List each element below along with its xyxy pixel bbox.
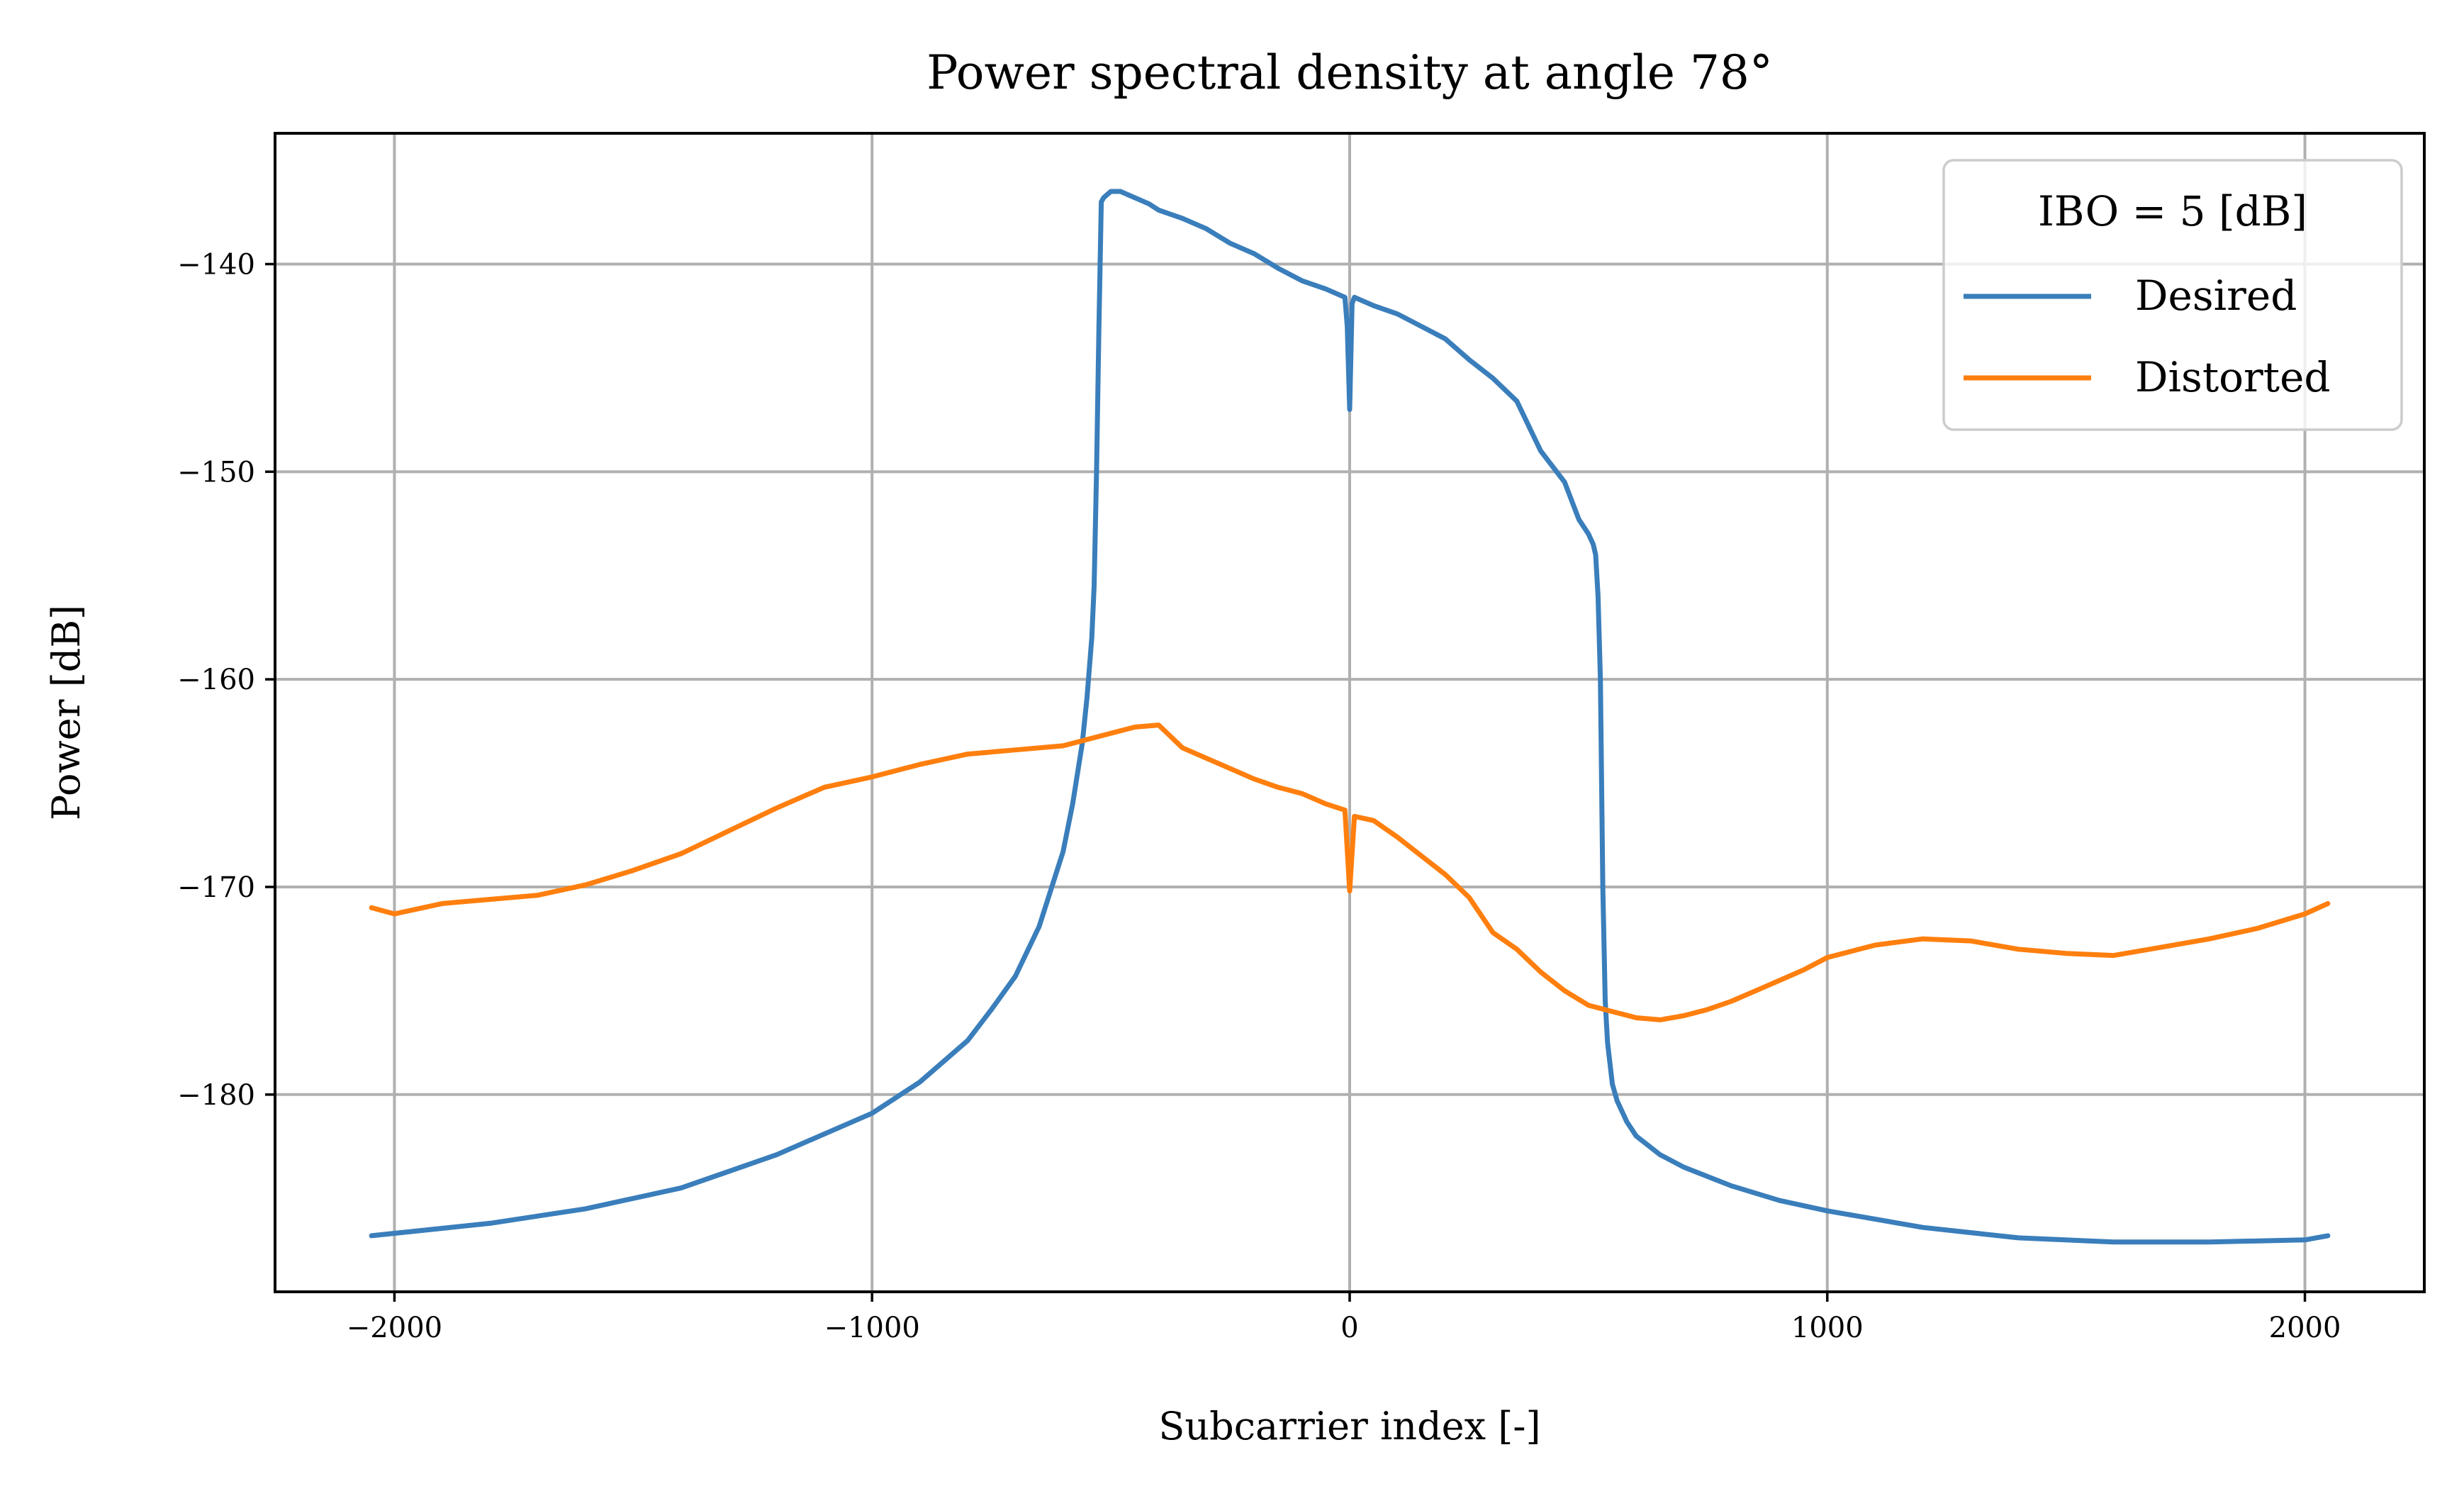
- x-tick-label: 2000: [2269, 1312, 2341, 1344]
- y-axis-label: Power [dB]: [44, 605, 89, 820]
- x-tick-label: 0: [1340, 1312, 1358, 1344]
- legend-label-desired: Desired: [2135, 272, 2297, 320]
- x-tick-label: −2000: [347, 1312, 442, 1344]
- y-tick-label: −170: [177, 871, 255, 904]
- y-tick-label: −140: [177, 248, 255, 281]
- y-tick-label: −150: [177, 456, 255, 489]
- y-tick-label: −160: [177, 664, 255, 696]
- x-tick-label: 1000: [1791, 1312, 1864, 1344]
- x-axis-label: Subcarrier index [-]: [1158, 1404, 1540, 1448]
- y-tick-label: −180: [177, 1079, 255, 1112]
- legend-label-distorted: Distorted: [2135, 353, 2331, 401]
- legend-title: IBO = 5 [dB]: [2038, 187, 2307, 235]
- legend: IBO = 5 [dB] Desired Distorted: [1944, 160, 2402, 430]
- chart-title: Power spectral density at angle 78°: [926, 45, 1773, 100]
- x-tick-label: −1000: [824, 1312, 920, 1344]
